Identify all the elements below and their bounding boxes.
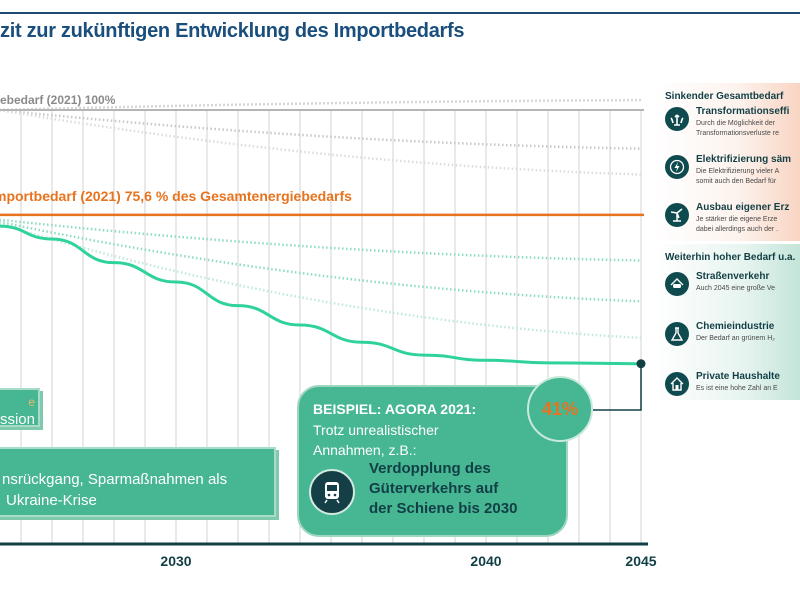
agora-subtext: Trotz unrealistischer Annahmen, z.B.:	[313, 420, 439, 460]
panel-heading: Weiterhin hoher Bedarf u.a.	[665, 252, 796, 263]
item-desc: Der Bedarf an grünem H₂	[696, 335, 775, 342]
list-item: Chemieindustrie Der Bedarf an grünem H₂	[665, 321, 800, 363]
percent-connector	[593, 363, 642, 411]
box1-line2: ssion	[0, 411, 35, 428]
item-desc-line: Durch die Möglichkeit der	[696, 120, 775, 127]
list-item: Transformationseffi Durch die Möglichkei…	[665, 106, 800, 150]
lightning-icon	[665, 155, 689, 179]
scenario-line-1	[0, 98, 642, 112]
flask-icon	[665, 322, 689, 346]
train-icon	[309, 469, 355, 515]
box2-line2: Ukraine-Krise	[6, 492, 97, 509]
agora-sub2: Annahmen, z.B.:	[313, 442, 417, 458]
page-title: zit zur zukünftigen Entwicklung des Impo…	[0, 20, 465, 42]
item-title: Straßenverkehr	[696, 271, 770, 282]
agora-big3: der Schiene bis 2030	[369, 500, 518, 517]
info-box-ukraine: nsrückgang, Sparmaßnahmen als Ukraine-Kr…	[0, 447, 276, 517]
item-desc-line: Die Elektrifizierung vieler A	[696, 168, 780, 175]
agora-sub1: Trotz unrealistischer	[313, 422, 439, 438]
scenario-line-5	[0, 220, 642, 303]
agora-heading: BEISPIEL: AGORA 2021:	[313, 401, 477, 417]
scenario-line-4	[0, 218, 642, 262]
item-title: Chemieindustrie	[696, 321, 775, 332]
agora-big2: Güterverkehrs auf	[369, 480, 499, 497]
import-demand-line	[0, 224, 642, 366]
total-demand-label: ebedarf (2021) 100%	[0, 93, 116, 107]
item-desc: Es ist eine hohe Zahl an E	[696, 385, 778, 392]
scenario-line-6	[0, 222, 642, 340]
item-desc: Durch die Möglichkeit der Transformations…	[696, 119, 779, 139]
item-desc-line: Transformationsverluste re	[696, 130, 779, 137]
x-tick-2030: 2030	[160, 553, 192, 569]
item-desc: Auch 2045 eine große Ve	[696, 285, 776, 292]
x-tick-2045: 2045	[625, 553, 657, 569]
item-desc-line: somit auch den Bedarf für	[696, 178, 777, 185]
agora-highlight: Verdopplung des Güterverkehrs auf der Sc…	[369, 459, 517, 519]
efficiency-icon	[665, 107, 689, 131]
list-item: Straßenverkehr Auch 2045 eine große Ve	[665, 271, 800, 313]
item-desc-line: Je stärker die eigene Erze	[696, 216, 778, 223]
item-title: Ausbau eigener Erz	[696, 202, 790, 213]
agora-example-box: BEISPIEL: AGORA 2021: Trotz unrealistisc…	[297, 385, 568, 537]
item-title: Elektrifizierung säm	[696, 154, 792, 165]
item-desc: Je stärker die eigene Erze dabei allerdin…	[696, 215, 778, 235]
list-item: Elektrifizierung säm Die Elektrifizierun…	[665, 154, 800, 198]
item-title: Private Haushalte	[696, 371, 780, 382]
item-title: Transformationseffi	[696, 106, 790, 117]
item-desc: Die Elektrifizierung vieler A somit auch …	[696, 167, 779, 187]
import-demand-label: mportbedarf (2021) 75,6 % des Gesamtener…	[0, 188, 352, 204]
list-item: Private Haushalte Es ist eine hohe Zahl …	[665, 371, 800, 400]
house-icon	[665, 372, 689, 396]
panel-sinkender-bedarf: Sinkender Gesamtbedarf Transformationsef…	[656, 83, 800, 241]
panel-heading: Sinkender Gesamtbedarf	[665, 91, 784, 102]
item-desc-line: dabei allerdings auch der .	[696, 226, 779, 233]
panel-hoher-bedarf: Weiterhin hoher Bedarf u.a. Straßenverke…	[656, 244, 800, 400]
scenario-line-2	[0, 108, 642, 150]
box1-line1: e	[28, 395, 35, 409]
percent-badge: 41%	[527, 376, 593, 442]
agora-big1: Verdopplung des	[369, 460, 491, 477]
car-icon	[665, 272, 689, 296]
x-tick-2040: 2040	[470, 553, 502, 569]
header-rule	[0, 12, 800, 14]
box2-line1: nsrückgang, Sparmaßnahmen als	[2, 471, 228, 488]
wind-turbine-icon	[665, 203, 689, 227]
series-end-dot	[636, 359, 646, 369]
info-box-recession: e ssion	[0, 388, 40, 428]
list-item: Ausbau eigener Erz Je stärker die eigene…	[665, 202, 800, 241]
